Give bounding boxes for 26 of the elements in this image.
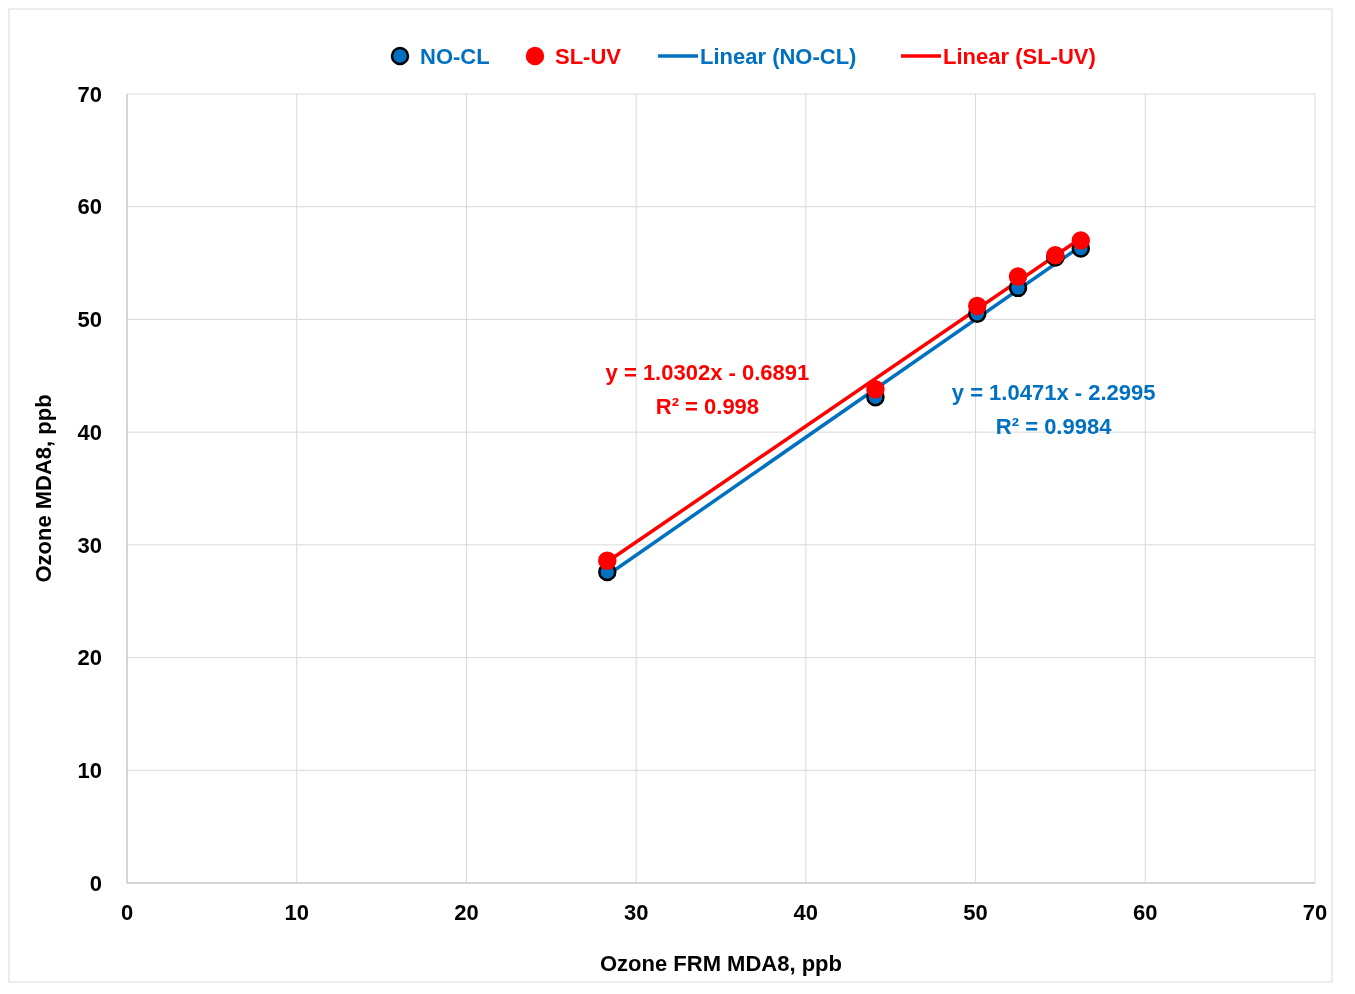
- y-tick-label: 10: [77, 757, 102, 783]
- y-tick-label: 0: [89, 870, 102, 896]
- y-tick-label: 70: [77, 81, 102, 107]
- y-axis-title: Ozone MDA8, ppb: [30, 394, 56, 583]
- y-tick-label: 50: [77, 307, 102, 333]
- x-tick-label: 60: [1133, 900, 1158, 925]
- legend-label: SL-UV: [555, 43, 622, 69]
- x-tick-label: 40: [793, 900, 819, 925]
- annotation: y = 1.0471x - 2.2995: [951, 380, 1156, 406]
- y-tick-label: 30: [77, 532, 102, 558]
- x-tick-label: 20: [454, 900, 479, 925]
- annotation: y = 1.0302x - 0.6891: [605, 360, 810, 386]
- annotation: R² = 0.998: [655, 393, 760, 419]
- legend-label: Linear (SL-UV): [943, 43, 1096, 69]
- x-tick-label: 30: [623, 900, 649, 925]
- x-tick-label: 10: [284, 900, 309, 925]
- x-tick-label: 0: [120, 900, 134, 925]
- annotation: R² = 0.9984: [995, 414, 1113, 440]
- x-axis-title: Ozone FRM MDA8, ppb: [600, 951, 842, 976]
- x-tick-label: 70: [1302, 900, 1328, 925]
- legend-label: NO-CL: [420, 43, 490, 69]
- y-tick-label: 40: [77, 419, 102, 445]
- y-tick-label: 20: [77, 645, 102, 671]
- legend-label: Linear (NO-CL): [700, 43, 857, 69]
- x-tick-label: 50: [963, 900, 988, 925]
- y-tick-label: 60: [77, 194, 102, 220]
